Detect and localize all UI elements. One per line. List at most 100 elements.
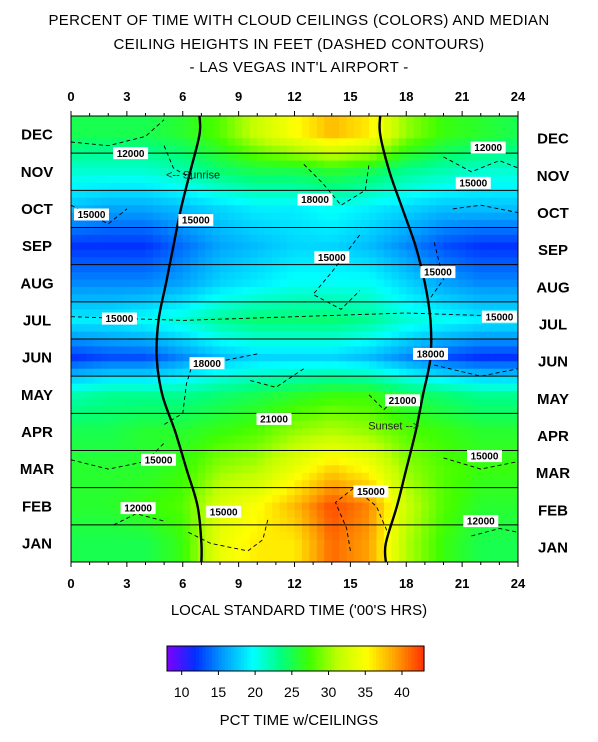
heatmap-cell: [85, 443, 94, 452]
heatmap-cell: [354, 420, 363, 429]
heatmap-cell: [458, 249, 467, 258]
heatmap-cell: [205, 168, 214, 177]
heatmap-cell: [190, 257, 199, 266]
heatmap-cell: [421, 457, 430, 466]
heatmap-cell: [197, 383, 206, 392]
heatmap-cell: [287, 539, 296, 548]
heatmap-cell: [182, 339, 191, 348]
heatmap-cell: [234, 220, 243, 229]
heatmap-cell: [152, 197, 161, 206]
heatmap-cell: [503, 220, 512, 229]
heatmap-cell: [234, 234, 243, 243]
heatmap-cell: [473, 234, 482, 243]
heatmap-cell: [264, 242, 273, 251]
heatmap-cell: [398, 212, 407, 221]
heatmap-cell: [294, 413, 303, 422]
sunrise-annotation: <-- Sunrise: [166, 169, 220, 181]
heatmap-cell: [331, 116, 340, 125]
heatmap-cell: [331, 227, 340, 236]
heatmap-cell: [152, 547, 161, 556]
heatmap-cell: [301, 301, 310, 310]
heatmap-cell: [220, 413, 229, 422]
heatmap-cell: [413, 286, 422, 295]
heatmap-cell: [152, 539, 161, 548]
heatmap-cell: [473, 264, 482, 273]
heatmap-cell: [234, 391, 243, 400]
heatmap-cell: [108, 353, 117, 362]
heatmap-cell: [220, 160, 229, 169]
heatmap-cell: [361, 316, 370, 325]
heatmap-cell: [331, 509, 340, 518]
heatmap-cell: [316, 487, 325, 496]
heatmap-cell: [450, 480, 459, 489]
heatmap-cell: [369, 257, 378, 266]
heatmap-cell: [391, 264, 400, 273]
heatmap-cell: [220, 257, 229, 266]
heatmap-cell: [376, 160, 385, 169]
heatmap-cell: [71, 554, 80, 562]
heatmap-cell: [354, 272, 363, 281]
heatmap-cell: [272, 391, 281, 400]
heatmap-cell: [123, 301, 132, 310]
heatmap-cell: [205, 242, 214, 251]
heatmap-cell: [376, 376, 385, 385]
heatmap-cell: [346, 294, 355, 303]
heatmap-cell: [152, 480, 161, 489]
heatmap-cell: [510, 339, 518, 348]
heatmap-cell: [495, 116, 504, 125]
heatmap-cell: [249, 509, 258, 518]
heatmap-cell: [413, 123, 422, 132]
heatmap-cell: [123, 435, 132, 444]
heatmap-cell: [130, 249, 139, 258]
colorbar-tick-label: 30: [321, 684, 337, 700]
heatmap-cell: [294, 391, 303, 400]
heatmap-cell: [376, 153, 385, 162]
heatmap-cell: [488, 554, 497, 562]
heatmap-cell: [167, 116, 176, 125]
heatmap-cell: [510, 301, 518, 310]
heatmap-cell: [279, 272, 288, 281]
heatmap-cell: [115, 130, 124, 139]
heatmap-cell: [145, 472, 154, 481]
heatmap-cell: [391, 242, 400, 251]
heatmap-cell: [130, 361, 139, 370]
heatmap-cell: [391, 368, 400, 377]
heatmap-cell: [242, 450, 251, 459]
heatmap-cell: [220, 324, 229, 333]
heatmap-cell: [182, 428, 191, 437]
heatmap-cell: [220, 376, 229, 385]
heatmap-cell: [458, 376, 467, 385]
heatmap-cell: [309, 539, 318, 548]
heatmap-cell: [145, 361, 154, 370]
heatmap-cell: [309, 339, 318, 348]
heatmap-cell: [488, 160, 497, 169]
heatmap-cell: [294, 420, 303, 429]
heatmap-cell: [145, 405, 154, 414]
heatmap-cell: [339, 361, 348, 370]
heatmap-cell: [398, 130, 407, 139]
heatmap-cell: [138, 532, 147, 541]
heatmap-cell: [93, 153, 102, 162]
colorbar-segment: [247, 646, 252, 671]
heatmap-cell: [160, 480, 169, 489]
heatmap-cell: [294, 331, 303, 340]
heatmap-cell: [100, 539, 109, 548]
heatmap-cell: [391, 301, 400, 310]
heatmap-cell: [234, 182, 243, 191]
heatmap-cell: [376, 391, 385, 400]
bottom-x-tick-label: 12: [287, 576, 301, 591]
heatmap-cell: [257, 272, 266, 281]
heatmap-cell: [421, 339, 430, 348]
heatmap-cell: [257, 294, 266, 303]
heatmap-cell: [242, 532, 251, 541]
heatmap-cell: [413, 450, 422, 459]
heatmap-cell: [130, 123, 139, 132]
heatmap-cell: [480, 353, 489, 362]
heatmap-cell: [324, 175, 333, 184]
heatmap-cell: [227, 457, 236, 466]
heatmap-cell: [450, 346, 459, 355]
heatmap-cell: [458, 346, 467, 355]
heatmap-cell: [480, 249, 489, 258]
heatmap-cell: [85, 249, 94, 258]
heatmap-cell: [488, 182, 497, 191]
